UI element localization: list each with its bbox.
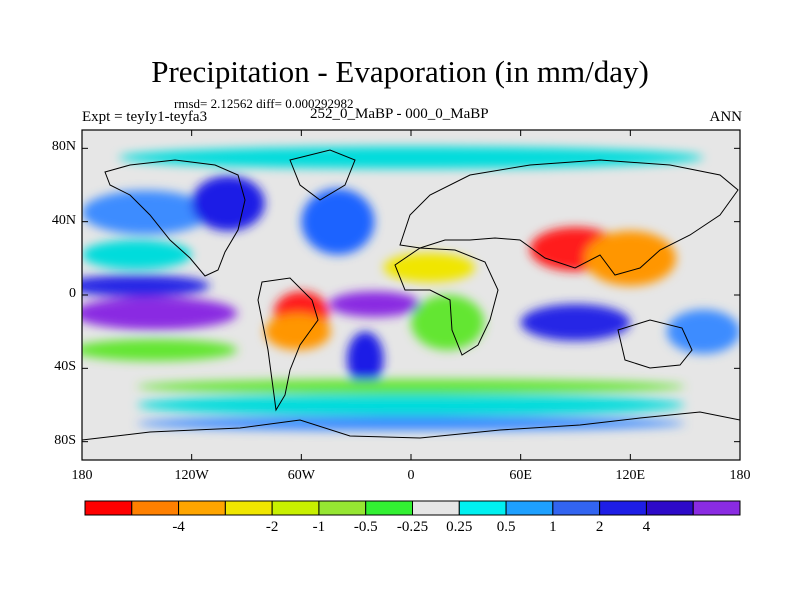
field-north-america-blue <box>191 175 265 231</box>
colorbar-label: -0.5 <box>353 519 378 535</box>
field-south-ocean-green <box>136 379 686 394</box>
colorbar-swatch <box>318 500 367 516</box>
field-atlantic-purple <box>328 291 421 317</box>
coastlines <box>82 149 740 460</box>
y-axis-label: 80N <box>51 139 76 155</box>
field-asia-orange <box>584 230 677 286</box>
axis-ticks <box>81 130 741 460</box>
field-south-pacific-purple <box>82 296 238 330</box>
rmsd-diff-stats: rmsd= 2.12562 diff= 0.000292982 <box>174 96 354 111</box>
colorbar-swatch <box>645 500 694 516</box>
colorbar-swatch <box>458 500 507 516</box>
coastline-eurasia <box>399 159 739 276</box>
colorbar-label: 0.5 <box>496 519 516 535</box>
field-pacific-green-belt <box>82 339 238 361</box>
colorbar-label: -1 <box>312 519 326 535</box>
field-east-pacific-blue <box>666 309 740 354</box>
x-axis-label: 60W <box>287 468 315 483</box>
colorbar-label: 0.25 <box>446 519 473 535</box>
field-indian-ocean-blue <box>520 304 631 341</box>
colorbar-swatch <box>505 500 554 516</box>
field-north-atlantic-blue <box>301 188 375 255</box>
coastline-greenland <box>289 149 356 201</box>
colorbar-swatch <box>599 500 647 516</box>
y-axis-label: 40N <box>51 212 76 228</box>
field-equatorial-band-west <box>82 274 210 297</box>
colorbar <box>84 500 741 516</box>
coastline-africa <box>394 247 499 356</box>
field-south-atlantic-blue <box>347 331 384 387</box>
field-north-pacific-blue <box>82 190 210 235</box>
colorbar-swatch <box>178 500 226 516</box>
colorbar-swatch <box>365 500 414 516</box>
colorbar-swatch <box>271 500 320 516</box>
field-amazon-orange <box>264 313 331 350</box>
colorbar-swatch <box>552 500 601 516</box>
coastline-australia <box>617 319 693 369</box>
colorbar-swatch <box>84 500 133 516</box>
field-south-ocean-cyan <box>136 394 686 416</box>
x-axis-label: 60E <box>509 468 532 483</box>
x-axis-label: 180 <box>729 468 751 483</box>
colorbar-label: -4 <box>172 519 185 535</box>
season-label: ANN <box>709 109 743 125</box>
colorbar-swatch <box>131 500 180 516</box>
field-africa-green <box>411 295 485 350</box>
field-africa-yellow <box>383 252 475 283</box>
field-arctic-cyan <box>118 146 704 169</box>
colorbar-label: -0.25 <box>396 519 429 535</box>
y-axis-label: 80S <box>54 432 76 448</box>
x-axis-label: 180 <box>71 468 93 483</box>
x-axis-label: 120E <box>615 468 646 483</box>
coastline-antarctica <box>82 411 740 460</box>
x-axis-label: 0 <box>407 468 415 483</box>
colorbar-swatch <box>412 500 460 516</box>
field-north-pacific-cyan <box>82 240 192 270</box>
map-field-layer <box>82 146 740 431</box>
colorbar-label: -2 <box>265 519 279 535</box>
coastline-south-america <box>257 277 319 412</box>
colorbar-swatch <box>224 500 273 516</box>
experiment-label: Expt = teyIy1-teyfa3 <box>82 109 208 125</box>
plot-title: Precipitation - Evaporation (in mm/day) <box>151 54 649 89</box>
colorbar-label: 4 <box>642 519 651 535</box>
colorbar-swatch <box>692 500 741 516</box>
y-axis-label: 40S <box>54 359 76 375</box>
x-axis-label: 120W <box>174 468 209 483</box>
plot-subtitle: 252_0_MaBP - 000_0_MaBP <box>310 106 489 122</box>
y-axis-label: 0 <box>69 286 76 301</box>
colorbar-label: 2 <box>595 519 604 535</box>
colorbar-label: 1 <box>549 519 557 535</box>
coastline-north-america <box>104 159 246 277</box>
